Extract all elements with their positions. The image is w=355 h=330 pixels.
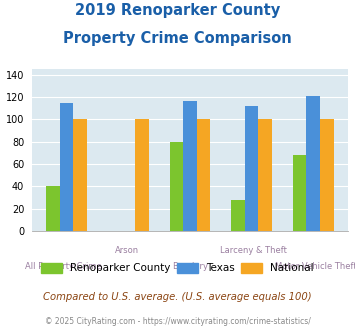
Text: All Property Crime: All Property Crime <box>25 262 102 271</box>
Text: Compared to U.S. average. (U.S. average equals 100): Compared to U.S. average. (U.S. average … <box>43 292 312 302</box>
Bar <box>320 119 334 231</box>
Bar <box>73 119 87 231</box>
Text: Burglary: Burglary <box>172 262 208 271</box>
Bar <box>245 106 258 231</box>
Bar <box>293 155 306 231</box>
Bar <box>231 200 245 231</box>
Bar <box>183 101 197 231</box>
Text: Property Crime Comparison: Property Crime Comparison <box>63 31 292 46</box>
Text: Larceny & Theft: Larceny & Theft <box>220 246 286 255</box>
Bar <box>170 142 183 231</box>
Bar <box>135 119 149 231</box>
Bar <box>60 103 73 231</box>
Bar <box>197 119 210 231</box>
Bar <box>258 119 272 231</box>
Bar <box>46 186 60 231</box>
Bar <box>306 96 320 231</box>
Legend: Renoparker County, Texas, National: Renoparker County, Texas, National <box>41 263 314 273</box>
Text: © 2025 CityRating.com - https://www.cityrating.com/crime-statistics/: © 2025 CityRating.com - https://www.city… <box>45 317 310 326</box>
Text: 2019 Renoparker County: 2019 Renoparker County <box>75 3 280 18</box>
Text: Motor Vehicle Theft: Motor Vehicle Theft <box>275 262 355 271</box>
Text: Arson: Arson <box>115 246 139 255</box>
